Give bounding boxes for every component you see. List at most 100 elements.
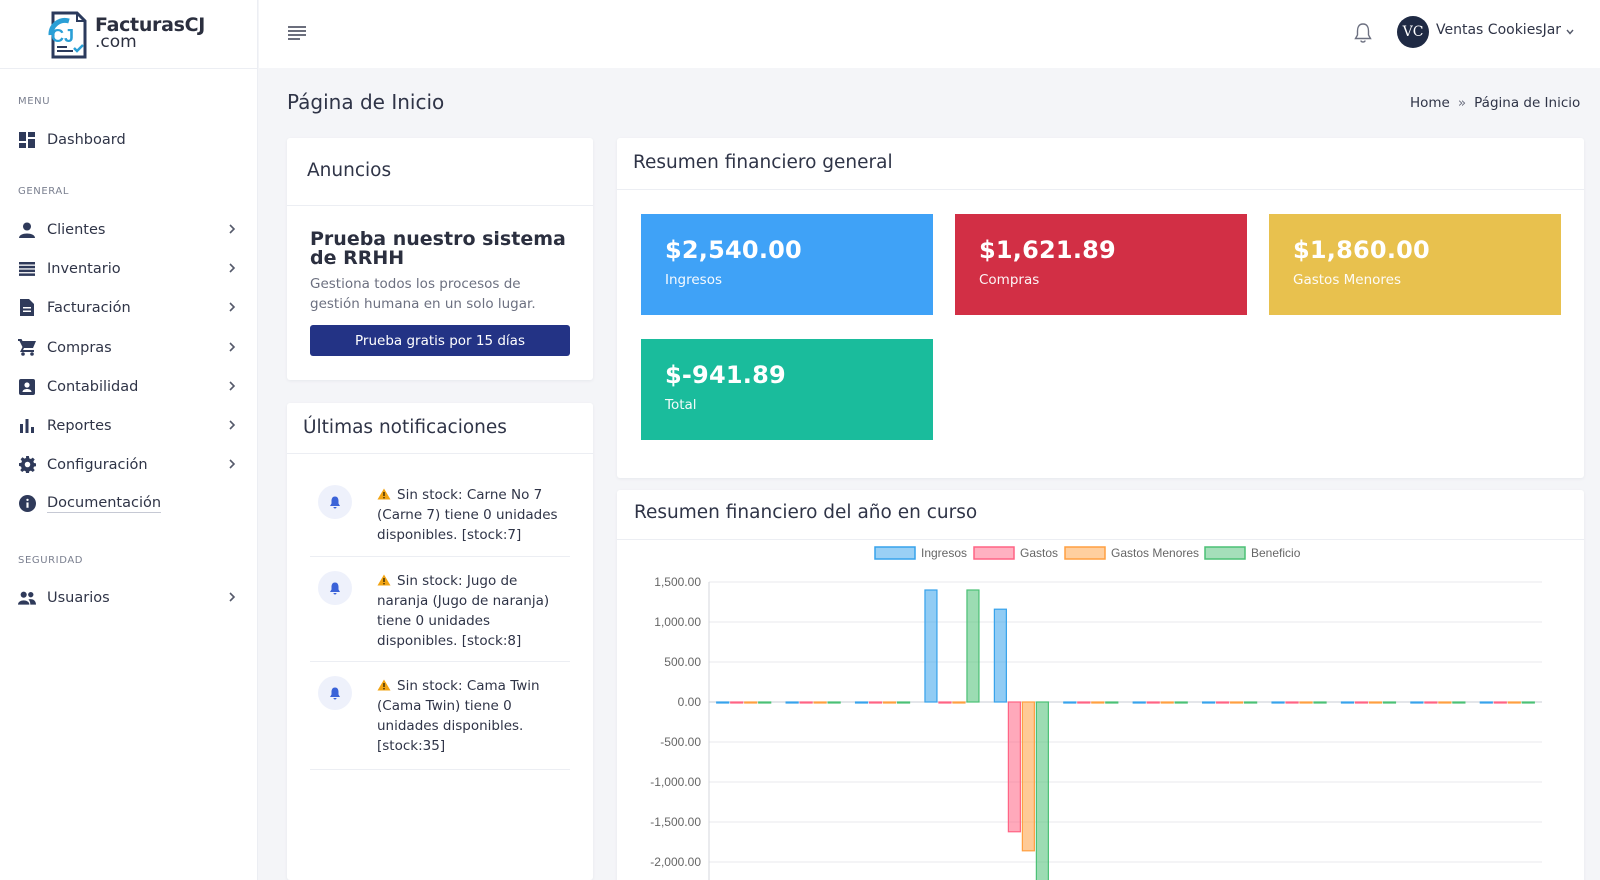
menu-toggle-icon[interactable] (287, 24, 307, 42)
section-title-general: GENERAL (18, 186, 70, 197)
chart-bar (1299, 701, 1313, 704)
person-icon (18, 221, 36, 239)
chart-bar (1285, 701, 1299, 704)
sidebar-item-documentacion[interactable]: Documentación (0, 484, 258, 523)
avatar[interactable]: VC (1397, 16, 1429, 48)
chart-bar (1507, 701, 1521, 704)
stat-value: $-941.89 (665, 361, 786, 389)
chart-bar (744, 701, 758, 704)
legend-swatch (1064, 546, 1106, 560)
sidebar-item-dashboard[interactable]: Dashboard (0, 120, 258, 159)
chevron-right-icon (229, 381, 236, 391)
notification-item[interactable]: Sin stock: Carne No 7 (Carne 7) tiene 0 … (310, 461, 570, 557)
free-trial-button[interactable]: Prueba gratis por 15 días (310, 325, 570, 356)
stat-label: Ingresos (665, 272, 722, 288)
chevron-right-icon (229, 224, 236, 234)
stat-label: Compras (979, 272, 1040, 288)
chevron-right-icon (229, 302, 236, 312)
chevron-down-icon[interactable] (1565, 27, 1575, 37)
bell-icon (318, 676, 352, 710)
chart-bar (1424, 701, 1438, 704)
warning-icon (377, 574, 391, 586)
chart-bar (1382, 701, 1397, 704)
chart-bar (716, 701, 730, 704)
sidebar-item-configuracion[interactable]: Configuración (0, 445, 258, 484)
y-tick-label: -2,000.00 (650, 855, 701, 869)
chart-bar (813, 701, 827, 704)
announcements-card: Anuncios Prueba nuestro sistema de RRHH … (287, 138, 593, 380)
sidebar-item-inventario[interactable]: Inventario (0, 249, 258, 288)
breadcrumb-home[interactable]: Home (1410, 95, 1450, 111)
sidebar-item-compras[interactable]: Compras (0, 328, 258, 367)
bell-icon[interactable] (1353, 22, 1373, 44)
chart-bar (1202, 701, 1216, 704)
chart-bar (1077, 701, 1091, 704)
sidebar-item-facturacion[interactable]: Facturación (0, 288, 258, 327)
chart-bar (896, 701, 911, 704)
chart-bar (785, 701, 799, 704)
sidebar-item-contabilidad[interactable]: Contabilidad (0, 367, 258, 406)
sidebar-item-label: Reportes (47, 417, 112, 434)
y-tick-label: 0.00 (678, 695, 702, 709)
y-tick-label: -1,500.00 (650, 815, 701, 829)
stack-icon (18, 260, 36, 278)
chart-bar (1035, 701, 1049, 880)
chart-bar (1160, 701, 1174, 704)
announcement-headline: Prueba nuestro sistema de RRHH (310, 228, 566, 269)
chart-bar (1493, 701, 1507, 704)
brand-logo[interactable]: CJ FacturasCJ .com (0, 0, 257, 69)
sidebar-item-label: Configuración (47, 456, 148, 473)
section-title-menu: MENU (18, 96, 51, 107)
stat-card-compras[interactable]: $1,621.89 Compras (955, 214, 1247, 315)
breadcrumb-separator-icon: » (1457, 95, 1467, 111)
chart-bar (1105, 701, 1119, 704)
chevron-right-icon (229, 263, 236, 273)
chart-bar (868, 701, 883, 704)
financial-summary-header: Resumen financiero general (617, 138, 1584, 190)
year-summary-card: Resumen financiero del año en curso 1,50… (617, 490, 1584, 880)
sidebar-item-reportes[interactable]: Reportes (0, 406, 258, 445)
logo-icon: CJ (47, 7, 89, 61)
sidebar-item-clientes[interactable]: Clientes (0, 210, 258, 249)
sidebar-item-label: Compras (47, 339, 112, 356)
chart-bar (882, 701, 897, 704)
chart-bar (1091, 701, 1105, 704)
y-tick-label: -500.00 (660, 735, 701, 749)
contact-card-icon (18, 378, 36, 396)
brand-domain: .com (95, 32, 137, 52)
notification-text: Sin stock: Carne No 7 (Carne 7) tiene 0 … (377, 487, 558, 543)
announcements-header: Anuncios (287, 138, 593, 206)
sidebar: CJ FacturasCJ .com MENU Dashboard GENERA… (0, 0, 258, 880)
stat-card-total[interactable]: $-941.89 Total (641, 339, 933, 440)
bar-chart-icon (18, 417, 36, 435)
sidebar-item-usuarios[interactable]: Usuarios (0, 578, 258, 617)
user-menu[interactable]: Ventas CookiesJar (1436, 22, 1562, 38)
sidebar-item-label: Inventario (47, 260, 121, 277)
sidebar-item-label: Clientes (47, 221, 106, 238)
notification-item[interactable]: Sin stock: Cama Twin (Cama Twin) tiene 0… (310, 662, 570, 770)
y-tick-label: 500.00 (664, 655, 701, 669)
year-summary-chart: 1,500.00 1,000.00 500.00 0.00 -500.00 -1,000.… (650, 546, 1542, 880)
legend-label: Beneficio (1251, 546, 1301, 560)
chevron-right-icon (229, 342, 236, 352)
stat-value: $1,621.89 (979, 236, 1116, 264)
chart-bar (1438, 701, 1452, 704)
legend-label: Gastos (1020, 546, 1058, 560)
chart-bar (1146, 701, 1160, 704)
chart-bar (952, 701, 966, 704)
bell-icon (318, 571, 352, 605)
chart-bar (924, 589, 938, 703)
stat-value: $2,540.00 (665, 236, 802, 264)
announcement-body: Gestiona todos los procesos de gestión h… (310, 276, 536, 312)
chart-bar (1174, 701, 1188, 704)
sidebar-item-label: Facturación (47, 299, 131, 316)
chart-bar (1340, 701, 1355, 704)
notification-item[interactable]: Sin stock: Jugo de naranja (Jugo de nara… (310, 557, 570, 662)
stat-card-gastos-menores[interactable]: $1,860.00 Gastos Menores (1269, 214, 1561, 315)
chart-bar (938, 701, 952, 704)
page-title: Página de Inicio (287, 90, 445, 114)
svg-text:CJ: CJ (51, 26, 74, 46)
info-icon (18, 495, 36, 513)
chart-bar (1313, 701, 1327, 704)
stat-card-ingresos[interactable]: $2,540.00 Ingresos (641, 214, 933, 315)
